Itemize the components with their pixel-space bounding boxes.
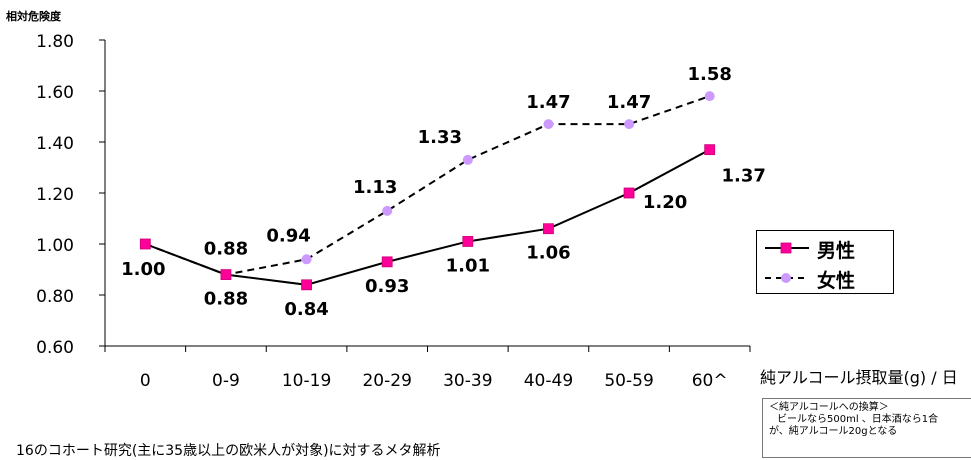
- y-axis-title: 相対危険度: [6, 10, 61, 23]
- y-tick-label: 0.80: [36, 287, 74, 307]
- female-point: [462, 154, 473, 165]
- female-data-label: 0.88: [204, 239, 248, 260]
- female-data-label: 1.58: [687, 64, 731, 85]
- x-tick-label: 30-39: [443, 371, 492, 391]
- conversion-note: ＜純アルコールへの換算＞ ビールなら500ml 、日本酒なら1合 が、純アルコー…: [762, 398, 971, 458]
- legend-swatch-male: [765, 242, 809, 254]
- female-data-label: 1.13: [353, 177, 397, 198]
- legend-item-male: 男性: [757, 233, 893, 263]
- y-tick-label: 0.60: [36, 338, 74, 358]
- chart-data-labels: 1.00 0.88 0.84 0.93 1.01 1.06 1.20 1.37 0.88 0.94…: [121, 64, 766, 320]
- series-line-female: [144, 95, 711, 276]
- male-data-label: 1.01: [446, 255, 490, 276]
- male-data-label: 1.37: [721, 166, 765, 187]
- chart-series-lines: [144, 95, 711, 286]
- chart-legend: 男性 女性: [756, 230, 894, 294]
- female-data-label: 1.47: [607, 92, 651, 113]
- female-point: [382, 205, 393, 216]
- male-point: [623, 187, 635, 199]
- series-line-male: [144, 148, 711, 286]
- chart-markers: [139, 91, 716, 291]
- legend-label-male: 男性: [817, 240, 856, 262]
- x-tick-label: 40-49: [524, 371, 573, 391]
- x-tick-label: 0: [140, 371, 151, 391]
- male-data-label: 1.20: [643, 192, 687, 213]
- x-axis-title: 純アルコール摂取量(g) / 日: [760, 368, 958, 387]
- legend-label-female: 女性: [817, 270, 856, 292]
- y-tick-label: 1.20: [36, 185, 74, 205]
- male-point: [704, 144, 716, 156]
- male-data-label: 0.84: [284, 299, 328, 320]
- legend-swatch-female: [765, 273, 809, 283]
- male-point: [381, 256, 393, 268]
- female-point: [543, 119, 554, 130]
- x-tick-label: 10-19: [282, 371, 331, 391]
- note-line-3: が、純アルコール20gとなる: [769, 426, 898, 437]
- male-point: [462, 236, 474, 247]
- chart-axes: 1.80 1.60 1.40 1.20 1.00 0.80 0.60 0 0-9 10-19 20-…: [36, 32, 751, 391]
- female-point: [624, 119, 635, 130]
- y-tick-label: 1.00: [36, 236, 74, 256]
- male-point: [139, 238, 151, 250]
- male-data-label: 0.88: [204, 289, 248, 310]
- footnote: 16のコホート研究(主に35歳以上の欧米人が対象)に対するメタ解析: [16, 443, 441, 459]
- male-data-label: 1.00: [121, 259, 165, 280]
- female-point: [301, 254, 312, 265]
- female-point: [704, 91, 715, 102]
- female-data-label: 1.47: [526, 92, 570, 113]
- chart-plot: 1.80 1.60 1.40 1.20 1.00 0.80 0.60 0 0-9 10-19 20-…: [36, 32, 766, 391]
- male-point: [301, 279, 312, 291]
- female-data-label: 1.33: [418, 127, 462, 148]
- y-tick-label: 1.80: [36, 32, 74, 52]
- x-tick-label: 60^: [692, 371, 728, 391]
- female-data-label: 0.94: [266, 225, 310, 246]
- note-line-2: ビールなら500ml 、日本酒なら1合: [777, 414, 939, 425]
- y-tick-label: 1.60: [36, 83, 74, 103]
- y-tick-label: 1.40: [36, 134, 74, 154]
- male-data-label: 1.06: [526, 243, 570, 264]
- x-tick-label: 0-9: [212, 371, 240, 391]
- note-line-1: ＜純アルコールへの換算＞: [769, 402, 889, 413]
- male-data-label: 0.93: [365, 276, 409, 297]
- x-tick-label: 50-59: [604, 371, 653, 391]
- legend-item-female: 女性: [757, 263, 893, 293]
- male-point: [220, 269, 232, 281]
- x-tick-label: 20-29: [362, 371, 411, 391]
- male-point: [543, 223, 554, 235]
